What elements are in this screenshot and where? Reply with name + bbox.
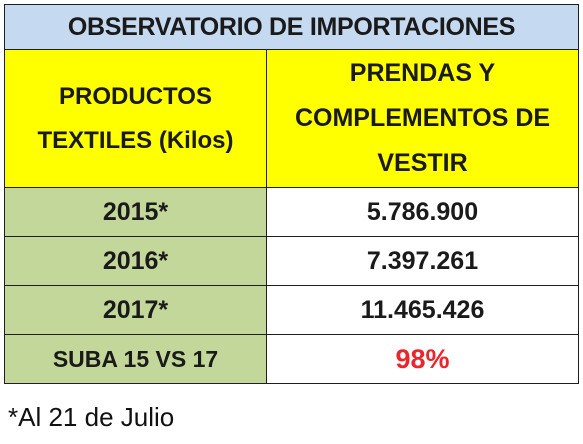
header-products-line-1: PRODUCTOS <box>59 82 212 110</box>
year-cell: 2017* <box>4 285 267 335</box>
header-garments-line-1: PRENDAS Y <box>349 59 496 87</box>
table-row: 2017* 11.465.426 <box>4 285 579 335</box>
summary-label: SUBA 15 VS 17 <box>4 334 267 384</box>
value-cell: 5.786.900 <box>266 187 579 237</box>
header-products: PRODUCTOS TEXTILES (Kilos) <box>4 49 267 188</box>
imports-table: OBSERVATORIO DE IMPORTACIONES PRODUCTOS … <box>4 4 579 384</box>
summary-value: 98% <box>266 334 579 384</box>
header-garments: PRENDAS Y COMPLEMENTOS DE VESTIR <box>266 49 579 188</box>
year-cell: 2016* <box>4 236 267 286</box>
header-products-line-2: TEXTILES (Kilos) <box>37 126 234 154</box>
summary-row: SUBA 15 VS 17 98% <box>4 334 579 384</box>
header-row: PRODUCTOS TEXTILES (Kilos) PRENDAS Y COM… <box>4 49 579 188</box>
footnote: *Al 21 de Julio <box>8 402 175 432</box>
header-garments-line-2: COMPLEMENTOS DE <box>294 104 551 132</box>
year-cell: 2015* <box>4 187 267 237</box>
table-row: 2015* 5.786.900 <box>4 187 579 237</box>
header-garments-line-3: VESTIR <box>377 149 468 177</box>
table-title: OBSERVATORIO DE IMPORTACIONES <box>4 4 579 50</box>
title-row: OBSERVATORIO DE IMPORTACIONES <box>4 4 579 50</box>
table-row: 2016* 7.397.261 <box>4 236 579 286</box>
value-cell: 11.465.426 <box>266 285 579 335</box>
value-cell: 7.397.261 <box>266 236 579 286</box>
